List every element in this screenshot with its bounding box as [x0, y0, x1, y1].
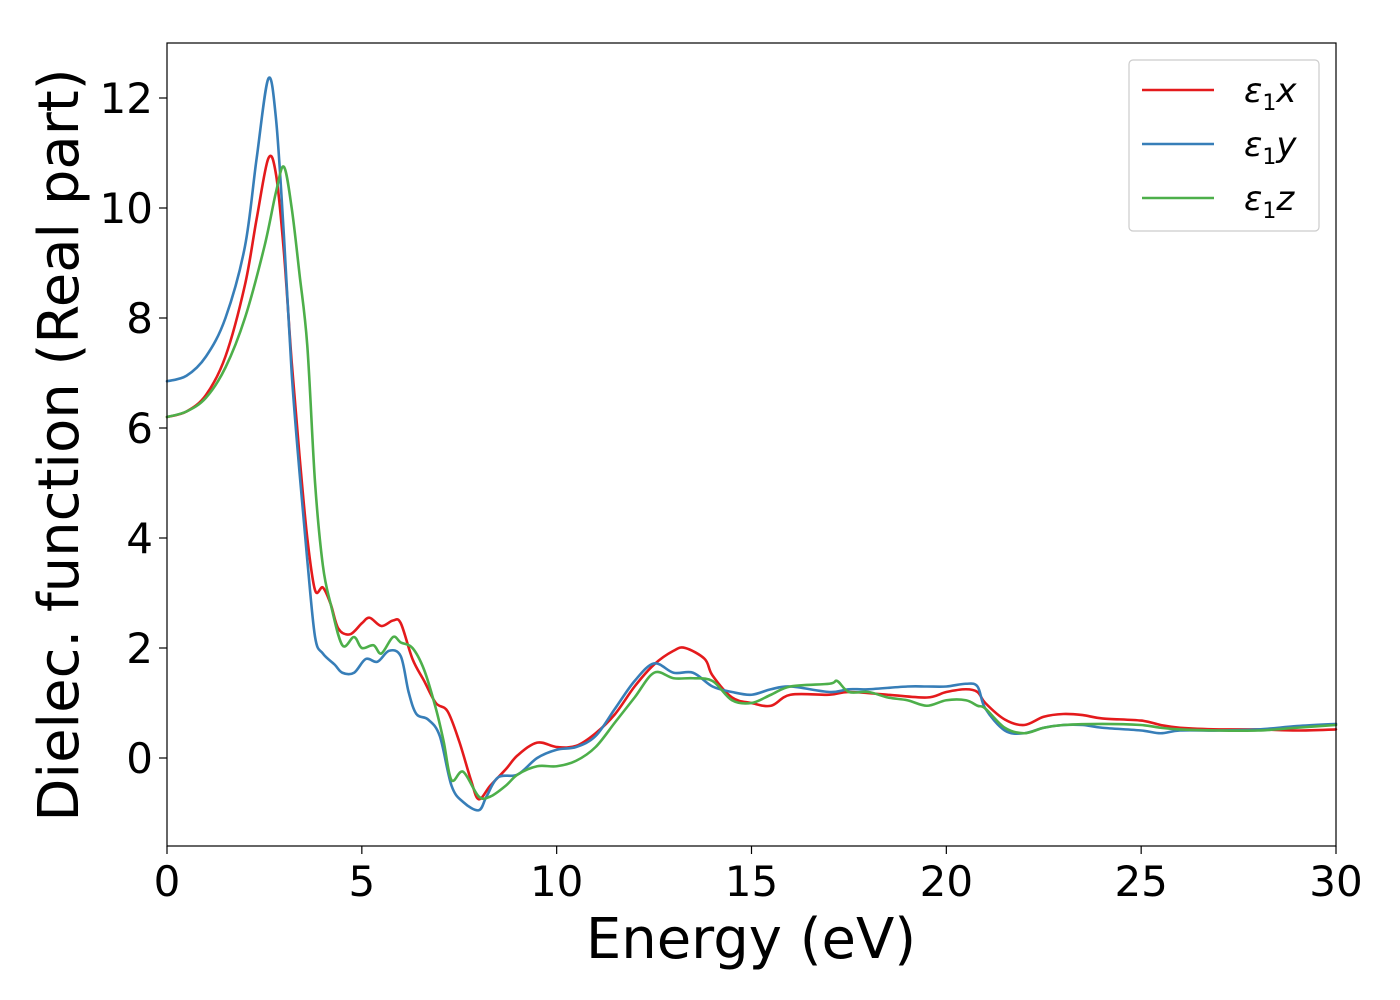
x-tick-label: 25 — [1114, 857, 1167, 906]
y-tick-label: 8 — [126, 294, 153, 343]
x-tick-label: 5 — [348, 857, 375, 906]
x-tick-label: 30 — [1309, 857, 1362, 906]
y-tick-label: 0 — [126, 734, 153, 783]
x-tick-label: 15 — [725, 857, 778, 906]
y-axis-title: Dielec. function (Real part) — [27, 68, 92, 821]
x-tick-label: 20 — [920, 857, 973, 906]
y-tick-label: 10 — [100, 184, 153, 233]
y-tick-label: 12 — [100, 74, 153, 123]
series-lines — [165, 76, 1338, 812]
x-tick-label: 0 — [154, 857, 181, 906]
legend-items: ε1x ε1y ε1z — [1142, 71, 1297, 224]
x-tick-label: 10 — [530, 857, 583, 906]
legend-label-y: ε1y — [1244, 125, 1297, 170]
series-line-x — [165, 154, 1338, 801]
y-tick-label: 4 — [126, 514, 153, 563]
axis-ticks: 0 5 10 15 20 25 30 0 2 4 6 8 10 12 — [100, 74, 1363, 906]
legend-label-x: ε1x — [1244, 71, 1297, 116]
y-tick-label: 6 — [126, 404, 153, 453]
legend-label-z: ε1z — [1244, 179, 1295, 224]
x-axis-title: Energy (eV) — [586, 907, 916, 972]
series-line-z — [165, 165, 1338, 801]
legend: ε1x ε1y ε1z — [1128, 59, 1320, 232]
legend-box — [1128, 59, 1320, 232]
y-tick-label: 2 — [126, 624, 153, 673]
